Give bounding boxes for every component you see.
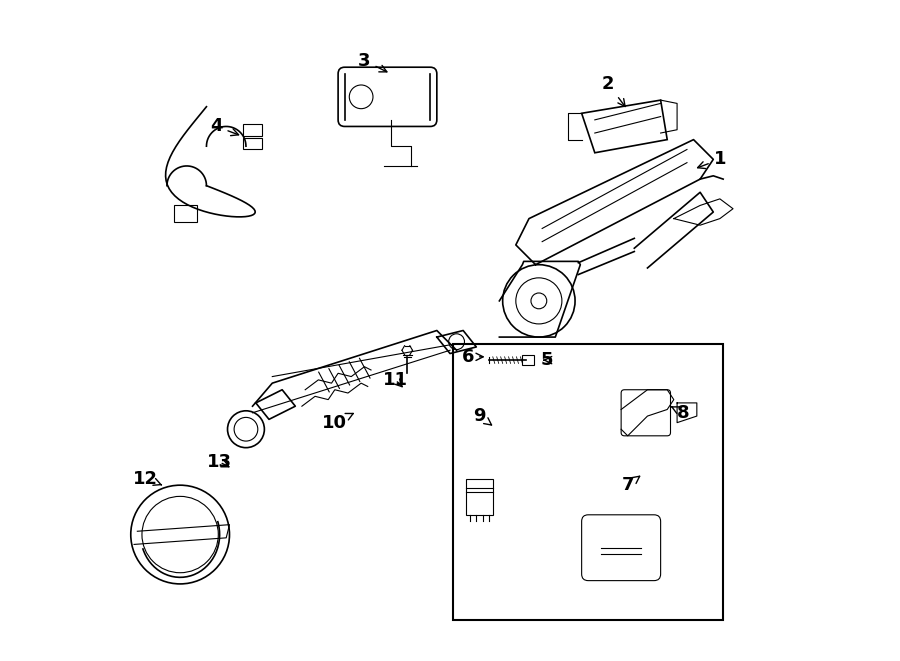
Text: 11: 11 <box>382 371 408 389</box>
Text: 13: 13 <box>207 453 232 471</box>
Text: 3: 3 <box>358 52 387 72</box>
Bar <box>522 355 535 365</box>
Text: 4: 4 <box>210 118 239 136</box>
Text: 10: 10 <box>322 413 354 432</box>
Text: 12: 12 <box>133 469 161 488</box>
Bar <box>243 137 263 149</box>
Text: 5: 5 <box>541 351 553 369</box>
Text: 8: 8 <box>671 404 690 422</box>
Bar <box>466 479 493 515</box>
Text: 6: 6 <box>462 348 483 366</box>
Bar <box>454 344 724 620</box>
Text: 2: 2 <box>602 75 626 106</box>
Bar <box>243 124 263 136</box>
Text: 1: 1 <box>698 150 726 169</box>
Text: 9: 9 <box>473 407 491 425</box>
Text: 7: 7 <box>622 476 640 494</box>
Bar <box>174 206 196 222</box>
